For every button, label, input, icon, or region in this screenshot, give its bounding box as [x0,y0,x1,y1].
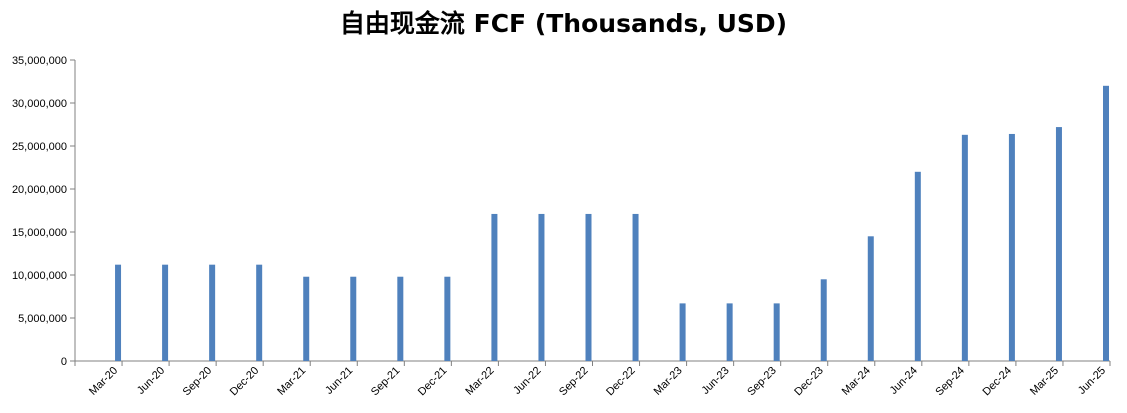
y-tick-label: 15,000,000 [12,227,67,239]
bar [444,276,451,361]
x-tick-label: Jun-21 [323,365,355,397]
bar [1008,133,1015,361]
bar [961,134,968,361]
x-tick-label: Mar-21 [275,365,308,398]
bar [1103,85,1109,362]
bar [820,279,827,361]
x-tick-label: Dec-22 [604,365,638,399]
y-tick-label: 25,000,000 [12,141,67,153]
x-tick-label: Jun-24 [888,365,920,397]
x-tick-label: Sep-24 [933,365,967,399]
bar [397,276,404,361]
bar [914,171,921,361]
x-tick-label: Sep-22 [557,365,591,399]
bar [350,276,357,361]
y-axis: 0 5,000,000 10,000,000 15,000,000 20,000,000… [12,55,76,368]
y-tick-label: 35,000,000 [12,55,67,67]
bar [867,236,874,361]
x-tick-label: Dec-24 [980,365,1014,399]
y-tick-label: 0 [61,356,67,368]
x-tick-label: Mar-24 [840,365,873,398]
bar [115,264,122,361]
x-tick-label: Jun-23 [699,365,731,397]
y-tick-label: 30,000,000 [12,98,67,110]
bar [679,303,686,361]
y-tick-label: 5,000,000 [18,313,67,325]
bar [1055,127,1062,361]
bar [773,303,780,361]
bar [585,213,592,361]
x-axis: Mar-20 Jun-20 Sep-20 Dec-20 Mar-21 Jun-21 Sep-… [74,360,1111,399]
bar [162,264,169,361]
x-tick-label: Sep-20 [181,365,215,399]
x-tick-label: Dec-23 [792,365,826,399]
x-tick-label: Jun-25 [1076,365,1108,397]
x-tick-label: Jun-22 [511,365,543,397]
bar [491,213,498,361]
x-tick-label: Dec-21 [416,365,450,399]
x-tick-label: Sep-23 [745,365,779,399]
bars [115,85,1109,362]
bar [209,264,216,361]
y-tick-label: 20,000,000 [12,184,67,196]
y-tick-label: 10,000,000 [12,270,67,282]
x-tick-label: Mar-20 [87,365,120,398]
bar [303,276,310,361]
bar [256,264,263,361]
x-tick-label: Jun-20 [135,365,167,397]
x-tick-label: Mar-22 [463,365,496,398]
chart-title: 自由现金流 FCF (Thousands, USD) [339,9,788,38]
x-tick-label: Mar-23 [652,365,685,398]
bar [726,303,733,361]
bar [632,213,639,361]
x-tick-label: Dec-20 [228,365,262,399]
x-tick-label: Sep-21 [369,365,403,399]
x-tick-label: Mar-25 [1028,365,1061,398]
bar [538,213,545,361]
